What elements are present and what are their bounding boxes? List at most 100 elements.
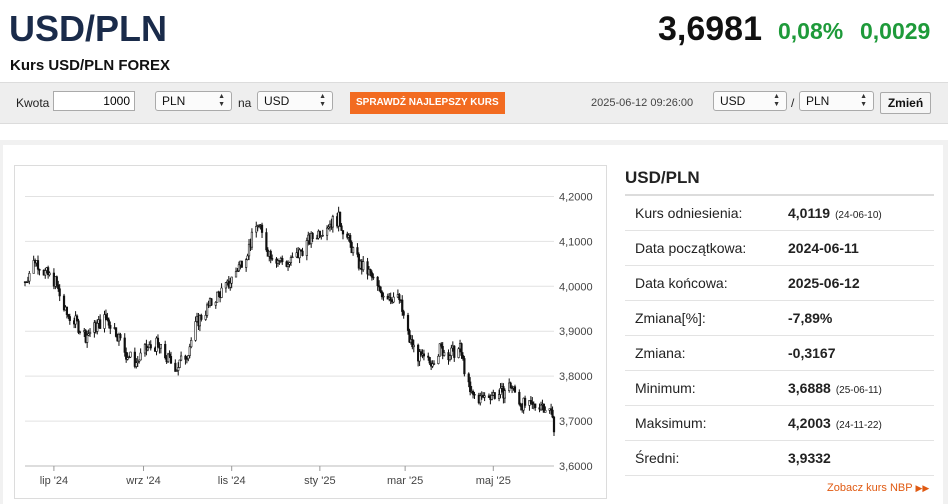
candle-body <box>175 370 178 372</box>
candle-body <box>499 388 502 395</box>
stat-value: -7,89% <box>788 310 832 326</box>
stat-value: -0,3167 <box>788 345 835 361</box>
change-percent: 0,08% <box>778 18 844 44</box>
stat-value-text: 2025-06-12 <box>788 275 860 291</box>
candle-body <box>289 257 293 263</box>
candle-body <box>467 373 470 383</box>
candle-body <box>44 270 47 276</box>
candle-body <box>166 353 170 363</box>
candle-body <box>338 211 342 227</box>
candle-body <box>129 351 132 358</box>
stat-value: 2024-06-11 <box>788 240 859 256</box>
check-best-rate-button[interactable]: SPRAWDŹ NAJLEPSZY KURS <box>350 92 505 114</box>
candle-body <box>369 269 372 273</box>
candle-body <box>453 345 456 358</box>
x-tick-label: wrz '24 <box>125 475 161 487</box>
candle-body <box>362 261 365 271</box>
candle-body <box>372 276 375 279</box>
candle-body <box>156 337 160 345</box>
candle-body <box>448 355 452 361</box>
candle-body <box>379 286 382 293</box>
stat-value: 4,0119 (24-06-10) <box>788 205 882 221</box>
stats-panel: USD/PLN Kurs odniesienia: 4,0119 (24-06-10… <box>625 162 934 476</box>
candle-body <box>542 403 545 413</box>
change-pair-button[interactable]: Zmień <box>880 92 931 114</box>
stat-value-text: -0,3167 <box>788 345 836 361</box>
candle-body <box>509 382 512 389</box>
stat-date: (24-11-22) <box>835 420 882 431</box>
amount-input[interactable] <box>53 91 135 111</box>
candle-body <box>269 250 272 259</box>
candle-body <box>286 264 290 267</box>
candle-body <box>184 355 187 360</box>
candle-body <box>177 367 180 371</box>
pair-base-select[interactable]: USD ▲ ▼ <box>713 91 787 111</box>
candle-body <box>234 271 238 278</box>
nbp-rate-link[interactable]: Zobacz kurs NBP ▶▶ <box>827 482 929 494</box>
candle-body <box>104 314 108 319</box>
stat-label: Średni: <box>635 450 680 466</box>
candle-body <box>428 357 431 364</box>
candle-body <box>38 268 41 271</box>
candle-body <box>411 339 414 348</box>
candle-body <box>351 247 355 254</box>
stat-row: Maksimum: 4,2003 (24-11-22) <box>625 406 934 441</box>
stat-label: Zmiana[%]: <box>635 310 706 326</box>
stat-date: (25-06-11) <box>835 385 882 396</box>
pair-separator: / <box>791 96 795 110</box>
candle-body <box>200 315 203 320</box>
double-chevron-right-icon: ▶▶ <box>915 483 930 493</box>
stat-value-text: 2024-06-11 <box>788 240 859 256</box>
candle-body <box>288 262 291 265</box>
candle-body <box>216 291 219 303</box>
candle-body <box>214 301 217 306</box>
candle-body <box>281 258 284 263</box>
candle-body <box>318 230 321 237</box>
select-arrows-icon: ▲ ▼ <box>773 93 780 108</box>
candle-body <box>321 234 324 237</box>
candle-body <box>529 400 532 403</box>
candle-body <box>349 235 352 243</box>
y-tick-label: 4,2000 <box>559 191 593 203</box>
pair-base-value: USD <box>720 94 746 108</box>
candle-body <box>260 224 264 233</box>
candle-body <box>418 351 421 362</box>
candle-body <box>503 390 506 399</box>
candle-body <box>457 348 460 358</box>
candle-body <box>210 298 213 306</box>
y-tick-label: 3,9000 <box>559 326 593 338</box>
candle-body <box>331 216 334 228</box>
stat-value: 3,6888 (25-06-11) <box>788 380 882 396</box>
candle-body <box>159 343 162 349</box>
from-currency-select[interactable]: PLN ▲ ▼ <box>155 91 232 111</box>
change-absolute: 0,0029 <box>860 18 931 44</box>
candle-body <box>301 250 304 256</box>
candle-body <box>510 387 514 389</box>
stat-value: 3,9332 <box>788 450 831 466</box>
candle-body <box>135 362 138 367</box>
stat-row: Kurs odniesienia: 4,0119 (24-06-10) <box>625 196 934 231</box>
stat-label: Minimum: <box>635 380 696 396</box>
candle-body <box>146 347 149 351</box>
candle-body <box>513 386 517 393</box>
candle-body <box>187 355 190 360</box>
candle-body <box>519 403 522 407</box>
y-tick-label: 4,0000 <box>559 281 593 293</box>
candle-body <box>305 240 308 256</box>
to-currency-value: USD <box>264 94 290 108</box>
stat-label: Kurs odniesienia: <box>635 205 743 221</box>
candle-body <box>534 403 537 408</box>
select-arrows-icon: ▲ ▼ <box>218 93 225 108</box>
to-currency-select[interactable]: USD ▲ ▼ <box>257 91 333 111</box>
candle-body <box>149 344 152 349</box>
pair-quote-select[interactable]: PLN ▲ ▼ <box>799 91 874 111</box>
candle-body <box>551 409 554 418</box>
candle-body <box>432 363 436 365</box>
candle-body <box>78 331 82 333</box>
x-tick-label: lip '24 <box>40 475 68 487</box>
candle-body <box>236 270 239 273</box>
stat-value-text: -7,89% <box>788 310 833 326</box>
candle-body <box>206 304 209 316</box>
stat-label: Data początkowa: <box>635 240 747 256</box>
select-arrows-icon: ▲ ▼ <box>319 93 326 108</box>
